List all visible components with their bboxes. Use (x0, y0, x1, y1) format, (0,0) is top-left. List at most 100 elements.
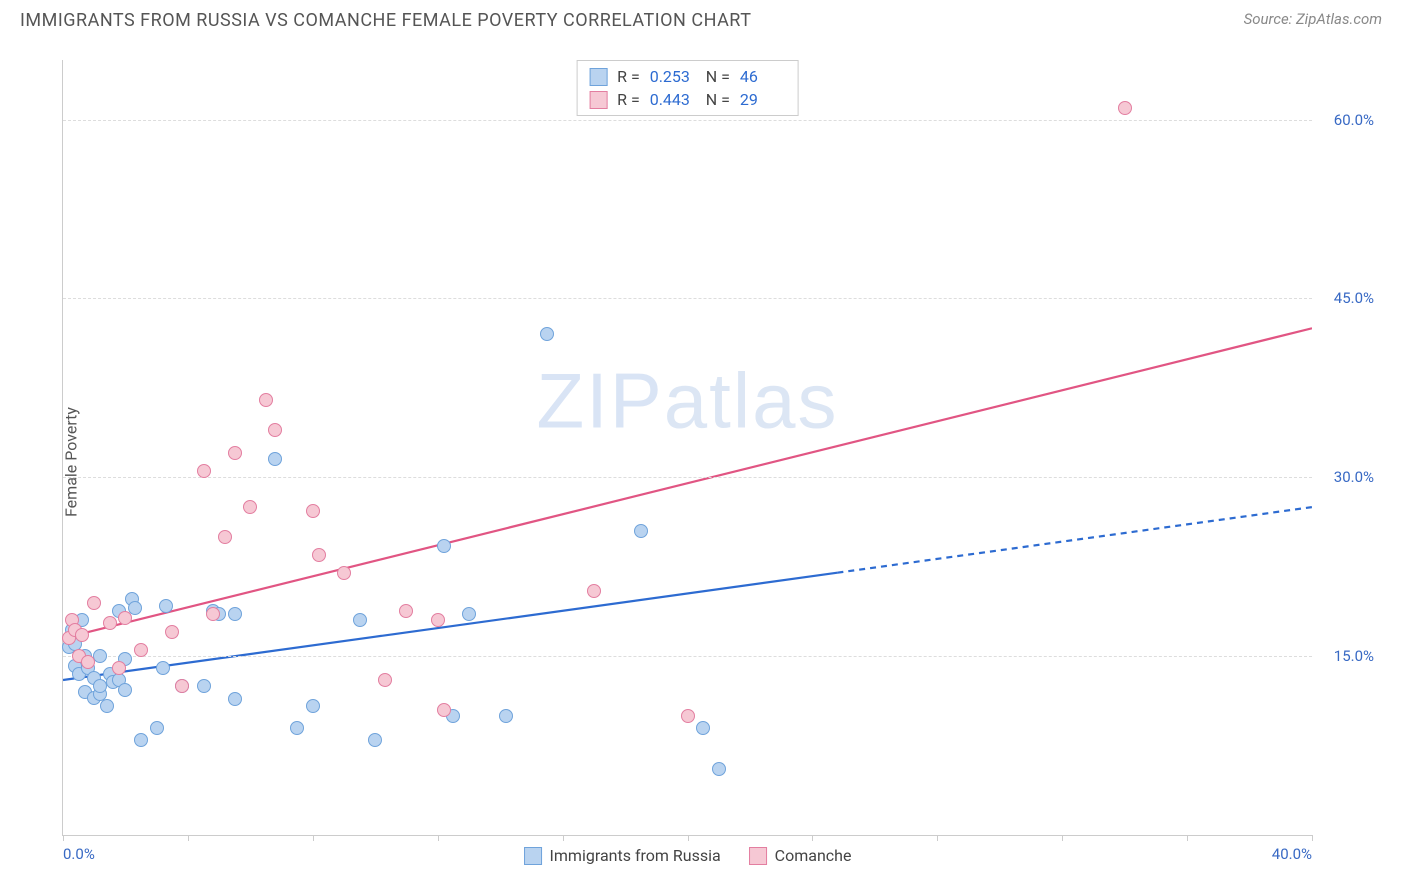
legend-label-russia: Immigrants from Russia (550, 846, 721, 865)
data-point-comanche (378, 673, 392, 687)
data-point-russia (134, 733, 148, 747)
watermark-bold: ZIP (536, 357, 663, 445)
swatch-comanche-bottom (749, 847, 767, 865)
legend-item-comanche: Comanche (749, 846, 852, 865)
data-point-comanche (437, 703, 451, 717)
watermark: ZIPatlas (536, 356, 838, 447)
data-point-russia (499, 709, 513, 723)
gridline (63, 298, 1312, 299)
legend-row-comanche: R = 0.443 N = 29 (589, 88, 786, 111)
data-point-comanche (206, 607, 220, 621)
gridline (63, 656, 1312, 657)
swatch-russia (589, 68, 607, 86)
x-tick (63, 835, 64, 841)
r-value-russia: 0.253 (650, 67, 696, 86)
data-point-russia (368, 733, 382, 747)
legend-row-russia: R = 0.253 N = 46 (589, 65, 786, 88)
data-point-russia (268, 452, 282, 466)
r-label: R = (617, 90, 640, 109)
data-point-russia (150, 721, 164, 735)
data-point-comanche (112, 661, 126, 675)
x-tick (563, 835, 564, 841)
x-tick (188, 835, 189, 841)
data-point-comanche (306, 504, 320, 518)
trend-line (63, 573, 837, 680)
x-tick (937, 835, 938, 841)
data-point-russia (462, 607, 476, 621)
swatch-comanche (589, 91, 607, 109)
data-point-russia (353, 613, 367, 627)
data-point-comanche (103, 616, 117, 630)
legend-label-comanche: Comanche (775, 846, 852, 865)
data-point-russia (228, 692, 242, 706)
data-point-russia (712, 762, 726, 776)
x-tick (1062, 835, 1063, 841)
n-label: N = (706, 90, 730, 109)
data-point-comanche (134, 643, 148, 657)
data-point-comanche (681, 709, 695, 723)
data-point-comanche (228, 446, 242, 460)
n-value-russia: 46 (740, 67, 786, 86)
source-prefix: Source: (1244, 10, 1296, 28)
data-point-comanche (259, 393, 273, 407)
data-point-comanche (337, 566, 351, 580)
chart-container: Female Poverty ZIPatlas R = 0.253 N = 46… (20, 46, 1382, 878)
data-point-russia (197, 679, 211, 693)
data-point-comanche (587, 584, 601, 598)
x-tick (438, 835, 439, 841)
x-tick (688, 835, 689, 841)
x-tick-label: 0.0% (63, 845, 95, 863)
data-point-russia (156, 661, 170, 675)
x-tick (313, 835, 314, 841)
data-point-comanche (81, 655, 95, 669)
y-tick-label: 45.0% (1334, 289, 1374, 307)
data-point-russia (228, 607, 242, 621)
data-point-comanche (243, 500, 257, 514)
data-point-comanche (87, 596, 101, 610)
x-tick (1312, 835, 1313, 841)
swatch-russia-bottom (524, 847, 542, 865)
legend-item-russia: Immigrants from Russia (524, 846, 721, 865)
n-label: N = (706, 67, 730, 86)
data-point-comanche (399, 604, 413, 618)
data-point-russia (696, 721, 710, 735)
plot-area: ZIPatlas R = 0.253 N = 46 R = 0.443 N = … (62, 60, 1312, 836)
data-point-comanche (75, 628, 89, 642)
data-point-russia (540, 327, 554, 341)
legend-bottom: Immigrants from Russia Comanche (524, 846, 852, 865)
data-point-comanche (118, 611, 132, 625)
data-point-russia (118, 683, 132, 697)
trend-line (63, 328, 1312, 638)
data-point-russia (93, 649, 107, 663)
gridline (63, 477, 1312, 478)
gridline (63, 120, 1312, 121)
data-point-comanche (218, 530, 232, 544)
data-point-russia (437, 539, 451, 553)
y-tick-label: 60.0% (1334, 111, 1374, 129)
data-point-comanche (431, 613, 445, 627)
trend-line (837, 507, 1312, 573)
y-tick-label: 15.0% (1334, 647, 1374, 665)
source-name: ZipAtlas.com (1296, 10, 1382, 28)
watermark-thin: atlas (664, 357, 839, 445)
legend-stats-box: R = 0.253 N = 46 R = 0.443 N = 29 (576, 60, 799, 116)
data-point-comanche (268, 423, 282, 437)
data-point-comanche (165, 625, 179, 639)
r-label: R = (617, 67, 640, 86)
data-point-russia (100, 699, 114, 713)
x-tick (1187, 835, 1188, 841)
data-point-russia (634, 524, 648, 538)
x-tick-label: 40.0% (1272, 845, 1312, 863)
data-point-comanche (197, 464, 211, 478)
n-value-comanche: 29 (740, 90, 786, 109)
data-point-russia (290, 721, 304, 735)
chart-title: IMMIGRANTS FROM RUSSIA VS COMANCHE FEMAL… (20, 10, 751, 31)
data-point-comanche (175, 679, 189, 693)
data-point-comanche (1118, 101, 1132, 115)
y-tick-label: 30.0% (1334, 468, 1374, 486)
data-point-russia (159, 599, 173, 613)
data-point-comanche (312, 548, 326, 562)
source-attribution: Source: ZipAtlas.com (1244, 10, 1382, 28)
x-tick (812, 835, 813, 841)
data-point-russia (306, 699, 320, 713)
